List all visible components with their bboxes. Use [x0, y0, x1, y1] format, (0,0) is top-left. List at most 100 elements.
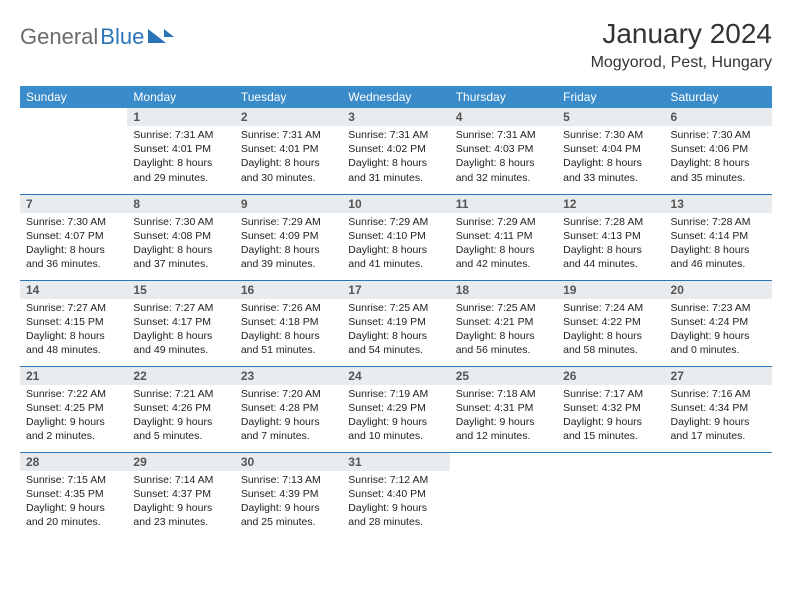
logo-text-blue: Blue: [100, 24, 144, 50]
sunset-text: Sunset: 4:39 PM: [241, 487, 336, 501]
day-details: Sunrise: 7:22 AMSunset: 4:25 PMDaylight:…: [20, 385, 127, 448]
day-number: 28: [20, 453, 127, 471]
day-number: 18: [450, 281, 557, 299]
sunrise-text: Sunrise: 7:30 AM: [563, 128, 658, 142]
daylight-text-2: and 23 minutes.: [133, 515, 228, 529]
calendar-day-cell: 2Sunrise: 7:31 AMSunset: 4:01 PMDaylight…: [235, 108, 342, 194]
weekday-header: Saturday: [665, 86, 772, 108]
sunrise-text: Sunrise: 7:22 AM: [26, 387, 121, 401]
sunrise-text: Sunrise: 7:30 AM: [133, 215, 228, 229]
weekday-header: Friday: [557, 86, 664, 108]
daylight-text-2: and 58 minutes.: [563, 343, 658, 357]
day-number: 17: [342, 281, 449, 299]
day-number: 9: [235, 195, 342, 213]
calendar-week-row: 21Sunrise: 7:22 AMSunset: 4:25 PMDayligh…: [20, 366, 772, 452]
daylight-text-1: Daylight: 8 hours: [456, 243, 551, 257]
calendar-day-cell: 8Sunrise: 7:30 AMSunset: 4:08 PMDaylight…: [127, 194, 234, 280]
calendar-day-cell: 18Sunrise: 7:25 AMSunset: 4:21 PMDayligh…: [450, 280, 557, 366]
daylight-text-2: and 56 minutes.: [456, 343, 551, 357]
calendar-day-cell: 26Sunrise: 7:17 AMSunset: 4:32 PMDayligh…: [557, 366, 664, 452]
logo: General Blue: [20, 24, 174, 50]
day-number: 19: [557, 281, 664, 299]
daylight-text-2: and 42 minutes.: [456, 257, 551, 271]
day-details: Sunrise: 7:24 AMSunset: 4:22 PMDaylight:…: [557, 299, 664, 362]
day-number: 22: [127, 367, 234, 385]
daylight-text-1: Daylight: 8 hours: [133, 156, 228, 170]
weekday-header: Wednesday: [342, 86, 449, 108]
calendar-day-cell: 10Sunrise: 7:29 AMSunset: 4:10 PMDayligh…: [342, 194, 449, 280]
daylight-text-2: and 32 minutes.: [456, 171, 551, 185]
calendar-day-cell: 9 Sunrise: 7:29 AMSunset: 4:09 PMDaylight…: [235, 194, 342, 280]
day-details: Sunrise: 7:30 AMSunset: 4:07 PMDaylight:…: [20, 213, 127, 276]
sunset-text: Sunset: 4:02 PM: [348, 142, 443, 156]
daylight-text-1: Daylight: 9 hours: [348, 415, 443, 429]
daylight-text-2: and 7 minutes.: [241, 429, 336, 443]
daylight-text-1: Daylight: 9 hours: [671, 329, 766, 343]
sunset-text: Sunset: 4:13 PM: [563, 229, 658, 243]
sunrise-text: Sunrise: 7:29 AM: [241, 215, 336, 229]
sunrise-text: Sunrise: 7:25 AM: [456, 301, 551, 315]
day-details: Sunrise: 7:13 AMSunset: 4:39 PMDaylight:…: [235, 471, 342, 534]
daylight-text-2: and 49 minutes.: [133, 343, 228, 357]
calendar-day-cell: [20, 108, 127, 194]
sunset-text: Sunset: 4:22 PM: [563, 315, 658, 329]
daylight-text-2: and 35 minutes.: [671, 171, 766, 185]
sunset-text: Sunset: 4:03 PM: [456, 142, 551, 156]
calendar-day-cell: 22Sunrise: 7:21 AMSunset: 4:26 PMDayligh…: [127, 366, 234, 452]
daylight-text-1: Daylight: 8 hours: [456, 329, 551, 343]
calendar-page: General Blue January 2024 Mogyorod, Pest…: [0, 0, 792, 548]
day-number: 25: [450, 367, 557, 385]
day-number: 10: [342, 195, 449, 213]
daylight-text-1: Daylight: 8 hours: [241, 243, 336, 257]
calendar-day-cell: 6Sunrise: 7:30 AMSunset: 4:06 PMDaylight…: [665, 108, 772, 194]
sunset-text: Sunset: 4:31 PM: [456, 401, 551, 415]
sunrise-text: Sunrise: 7:21 AM: [133, 387, 228, 401]
calendar-day-cell: 24Sunrise: 7:19 AMSunset: 4:29 PMDayligh…: [342, 366, 449, 452]
calendar-day-cell: 1Sunrise: 7:31 AMSunset: 4:01 PMDaylight…: [127, 108, 234, 194]
day-details: Sunrise: 7:29 AMSunset: 4:11 PMDaylight:…: [450, 213, 557, 276]
sunset-text: Sunset: 4:09 PM: [241, 229, 336, 243]
day-details: Sunrise: 7:27 AMSunset: 4:17 PMDaylight:…: [127, 299, 234, 362]
day-details: Sunrise: 7:27 AMSunset: 4:15 PMDaylight:…: [20, 299, 127, 362]
day-details: Sunrise: 7:28 AMSunset: 4:13 PMDaylight:…: [557, 213, 664, 276]
daylight-text-2: and 51 minutes.: [241, 343, 336, 357]
daylight-text-1: Daylight: 9 hours: [133, 501, 228, 515]
day-number: 1: [127, 108, 234, 126]
day-number: 31: [342, 453, 449, 471]
sunrise-text: Sunrise: 7:27 AM: [133, 301, 228, 315]
sunset-text: Sunset: 4:11 PM: [456, 229, 551, 243]
daylight-text-1: Daylight: 9 hours: [348, 501, 443, 515]
calendar-week-row: 1Sunrise: 7:31 AMSunset: 4:01 PMDaylight…: [20, 108, 772, 194]
month-title: January 2024: [591, 18, 772, 50]
daylight-text-1: Daylight: 9 hours: [133, 415, 228, 429]
sunrise-text: Sunrise: 7:15 AM: [26, 473, 121, 487]
calendar-day-cell: 21Sunrise: 7:22 AMSunset: 4:25 PMDayligh…: [20, 366, 127, 452]
daylight-text-1: Daylight: 8 hours: [563, 156, 658, 170]
day-details: Sunrise: 7:18 AMSunset: 4:31 PMDaylight:…: [450, 385, 557, 448]
weekday-header: Tuesday: [235, 86, 342, 108]
day-details: Sunrise: 7:25 AMSunset: 4:19 PMDaylight:…: [342, 299, 449, 362]
sunset-text: Sunset: 4:25 PM: [26, 401, 121, 415]
day-details: Sunrise: 7:31 AMSunset: 4:02 PMDaylight:…: [342, 126, 449, 189]
daylight-text-2: and 5 minutes.: [133, 429, 228, 443]
sunset-text: Sunset: 4:28 PM: [241, 401, 336, 415]
day-details: Sunrise: 7:16 AMSunset: 4:34 PMDaylight:…: [665, 385, 772, 448]
calendar-day-cell: 11Sunrise: 7:29 AMSunset: 4:11 PMDayligh…: [450, 194, 557, 280]
daylight-text-1: Daylight: 9 hours: [26, 415, 121, 429]
daylight-text-2: and 31 minutes.: [348, 171, 443, 185]
sunset-text: Sunset: 4:19 PM: [348, 315, 443, 329]
sunset-text: Sunset: 4:01 PM: [133, 142, 228, 156]
daylight-text-2: and 0 minutes.: [671, 343, 766, 357]
daylight-text-1: Daylight: 8 hours: [348, 156, 443, 170]
daylight-text-1: Daylight: 9 hours: [671, 415, 766, 429]
calendar-day-cell: 23Sunrise: 7:20 AMSunset: 4:28 PMDayligh…: [235, 366, 342, 452]
sunrise-text: Sunrise: 7:29 AM: [456, 215, 551, 229]
day-number: 27: [665, 367, 772, 385]
daylight-text-1: Daylight: 8 hours: [671, 156, 766, 170]
day-details: Sunrise: 7:21 AMSunset: 4:26 PMDaylight:…: [127, 385, 234, 448]
sunrise-text: Sunrise: 7:31 AM: [348, 128, 443, 142]
sunrise-text: Sunrise: 7:19 AM: [348, 387, 443, 401]
day-number: 29: [127, 453, 234, 471]
sunrise-text: Sunrise: 7:23 AM: [671, 301, 766, 315]
calendar-day-cell: 30Sunrise: 7:13 AMSunset: 4:39 PMDayligh…: [235, 452, 342, 538]
